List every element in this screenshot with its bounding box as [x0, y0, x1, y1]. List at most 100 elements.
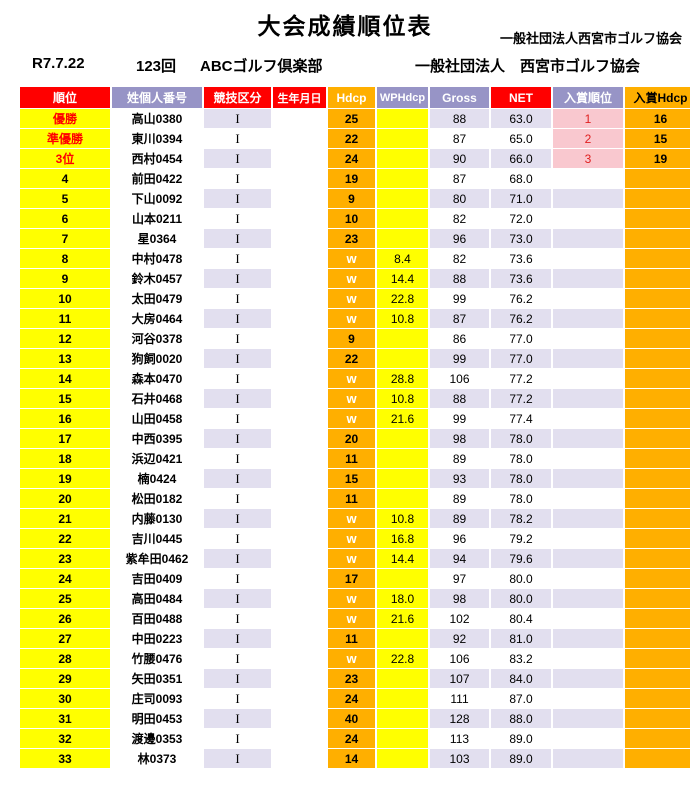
wp-hdcp-cell — [377, 129, 428, 148]
header-prize-hdcp: 入賞Hdcp — [625, 87, 690, 108]
player-name-cell: 太田0479 — [112, 289, 202, 308]
wp-hdcp-cell: 28.8 — [377, 369, 428, 388]
gross-cell: 128 — [430, 709, 489, 728]
rank-cell: 14 — [20, 369, 110, 388]
birthdate-cell — [273, 289, 326, 308]
prize-hdcp-cell — [625, 689, 690, 708]
birthdate-cell — [273, 669, 326, 688]
birthdate-cell — [273, 489, 326, 508]
hdcp-cell: w — [328, 249, 375, 268]
hdcp-cell: 24 — [328, 689, 375, 708]
hdcp-cell: w — [328, 269, 375, 288]
rank-cell: 10 — [20, 289, 110, 308]
wp-hdcp-cell: 10.8 — [377, 309, 428, 328]
header-prize-rank: 入賞順位 — [553, 87, 623, 108]
gross-cell: 88 — [430, 269, 489, 288]
rank-cell: 16 — [20, 409, 110, 428]
rank-cell: 13 — [20, 349, 110, 368]
hdcp-cell: w — [328, 389, 375, 408]
division-cell: I — [204, 189, 271, 208]
rank-cell: 4 — [20, 169, 110, 188]
page-title: 大会成績順位表 — [257, 13, 433, 39]
birthdate-cell — [273, 249, 326, 268]
player-name-cell: 下山0092 — [112, 189, 202, 208]
hdcp-cell: w — [328, 369, 375, 388]
birthdate-cell — [273, 349, 326, 368]
gross-cell: 87 — [430, 169, 489, 188]
prize-hdcp-cell — [625, 349, 690, 368]
header-wp-hdcp: WPHdcp — [377, 87, 428, 108]
wp-hdcp-cell: 21.6 — [377, 409, 428, 428]
player-name-cell: 松田0182 — [112, 489, 202, 508]
wp-hdcp-cell: 10.8 — [377, 389, 428, 408]
prize-rank-cell — [553, 369, 623, 388]
player-name-cell: 吉川0445 — [112, 529, 202, 548]
header-gross: Gross — [430, 87, 489, 108]
hdcp-cell: w — [328, 609, 375, 628]
net-cell: 77.0 — [491, 329, 551, 348]
wp-hdcp-cell — [377, 669, 428, 688]
prize-hdcp-cell — [625, 469, 690, 488]
net-cell: 83.2 — [491, 649, 551, 668]
wp-hdcp-cell — [377, 189, 428, 208]
net-cell: 72.0 — [491, 209, 551, 228]
division-cell: I — [204, 509, 271, 528]
association-name-top-right: 一般社団法人西宮市ゴルフ協会 — [499, 31, 682, 46]
wp-hdcp-cell — [377, 629, 428, 648]
wp-hdcp-cell — [377, 749, 428, 768]
wp-hdcp-cell — [377, 449, 428, 468]
birthdate-cell — [273, 229, 326, 248]
gross-cell: 96 — [430, 529, 489, 548]
prize-rank-cell — [553, 489, 623, 508]
gross-cell: 89 — [430, 509, 489, 528]
hdcp-cell: w — [328, 309, 375, 328]
net-cell: 76.2 — [491, 289, 551, 308]
division-cell: I — [204, 749, 271, 768]
division-cell: I — [204, 409, 271, 428]
wp-hdcp-cell — [377, 709, 428, 728]
table-row: 30 庄司0093 I 24 111 87.0 — [20, 689, 690, 708]
division-cell: I — [204, 709, 271, 728]
rank-cell: 準優勝 — [20, 129, 110, 148]
hdcp-cell: 11 — [328, 489, 375, 508]
player-name-cell: 中田0223 — [112, 629, 202, 648]
net-cell: 89.0 — [491, 729, 551, 748]
player-name-cell: 矢田0351 — [112, 669, 202, 688]
player-name-cell: 石井0468 — [112, 389, 202, 408]
rank-cell: 25 — [20, 589, 110, 608]
golf-club-name: ABCゴルフ倶楽部 — [200, 58, 323, 75]
player-name-cell: 竹腰0476 — [112, 649, 202, 668]
table-row: 32 渡邊0353 I 24 113 89.0 — [20, 729, 690, 748]
net-cell: 68.0 — [491, 169, 551, 188]
birthdate-cell — [273, 269, 326, 288]
prize-hdcp-cell — [625, 209, 690, 228]
prize-hdcp-cell — [625, 229, 690, 248]
gross-cell: 106 — [430, 649, 489, 668]
header-birthdate: 生年月日 — [273, 87, 326, 108]
player-name-cell: 山本0211 — [112, 209, 202, 228]
hdcp-cell: 40 — [328, 709, 375, 728]
prize-hdcp-cell — [625, 449, 690, 468]
player-name-cell: 森本0470 — [112, 369, 202, 388]
net-cell: 78.0 — [491, 489, 551, 508]
division-cell: I — [204, 129, 271, 148]
player-name-cell: 浜辺0421 — [112, 449, 202, 468]
division-cell: I — [204, 389, 271, 408]
wp-hdcp-cell — [377, 689, 428, 708]
rank-cell: 26 — [20, 609, 110, 628]
gross-cell: 99 — [430, 349, 489, 368]
birthdate-cell — [273, 129, 326, 148]
prize-rank-cell — [553, 309, 623, 328]
prize-hdcp-cell — [625, 269, 690, 288]
gross-cell: 90 — [430, 149, 489, 168]
division-cell: I — [204, 229, 271, 248]
division-cell: I — [204, 249, 271, 268]
table-row: 7 星0364 I 23 96 73.0 — [20, 229, 690, 248]
rank-cell: 7 — [20, 229, 110, 248]
player-name-cell: 楠0424 — [112, 469, 202, 488]
